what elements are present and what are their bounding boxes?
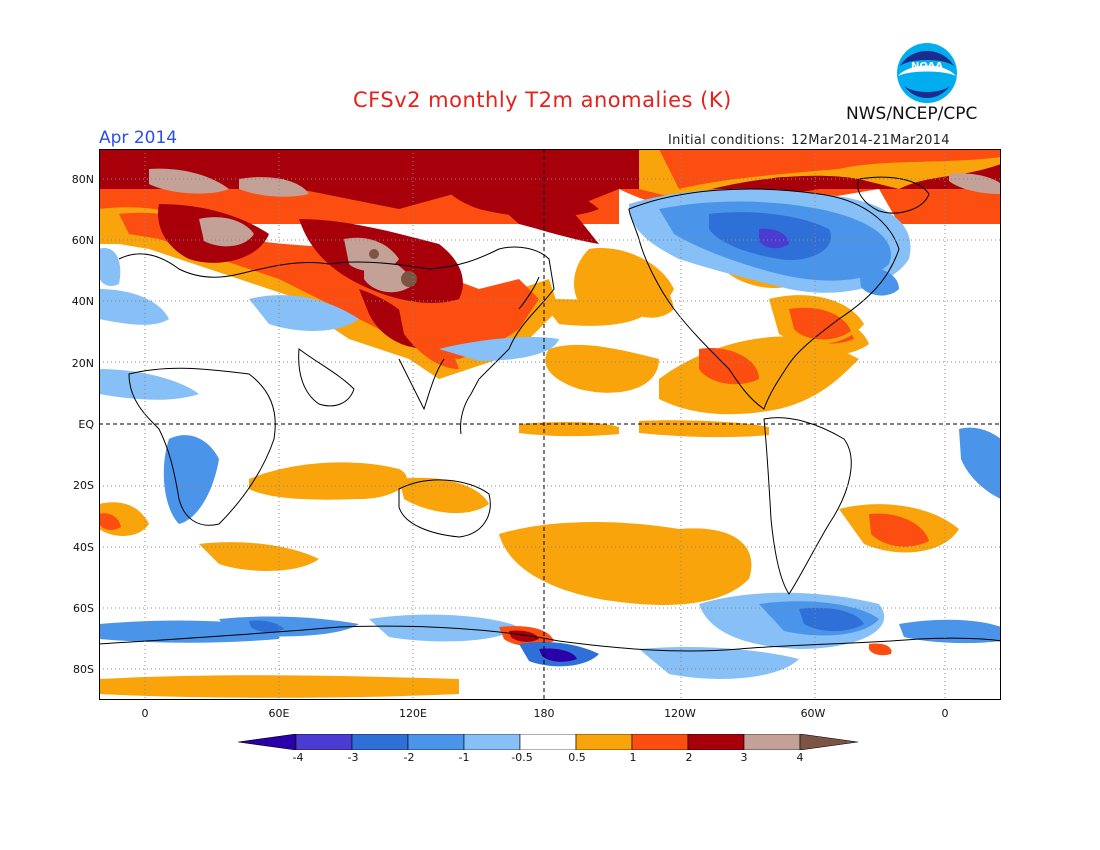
lon-label-180: 180 — [533, 707, 555, 720]
initial-conditions: Initial conditions: 12Mar2014-21Mar2014 — [668, 133, 950, 148]
tropical-cold-anomaly — [99, 248, 1001, 524]
antarctic-anomaly — [99, 592, 1001, 679]
colorbar-segment — [463, 734, 521, 750]
colorbar-segment — [351, 734, 409, 750]
colorbar-segment — [575, 734, 633, 750]
colorbar-label: 1 — [629, 751, 637, 764]
colorbar-label: 2 — [685, 751, 693, 764]
colorbar-label: 0.5 — [568, 751, 586, 764]
map-frame — [99, 149, 1001, 700]
colorbar-label: 3 — [740, 751, 748, 764]
colorbar-label: -2 — [403, 751, 415, 764]
colorbar — [238, 734, 859, 750]
lon-label-120e: 120E — [399, 707, 427, 720]
forecast-month: Apr 2014 — [99, 128, 178, 148]
coastline-australia — [398, 479, 491, 538]
colorbar-segment — [687, 734, 745, 750]
initial-conditions-value: 12Mar2014-21Mar2014 — [791, 133, 950, 148]
coastline-africa — [128, 367, 276, 526]
coastline-india — [398, 358, 445, 411]
logo-text: NOAA — [911, 61, 943, 72]
colorbar-label: -3 — [347, 751, 359, 764]
coastline-arabia — [298, 348, 355, 407]
lon-label-60e: 60E — [268, 707, 290, 720]
coastline-europe-asia — [118, 246, 555, 435]
colorbar-segment — [519, 734, 577, 750]
lat-label-20s: 20S — [73, 479, 94, 492]
coastline-north-america — [628, 188, 900, 410]
lat-label-60s: 60S — [73, 602, 94, 615]
lat-label-40s: 40S — [73, 541, 94, 554]
lon-label-120w: 120W — [664, 707, 696, 720]
lon-label-0-west: 0 — [141, 707, 149, 720]
lon-label-0-east: 0 — [941, 707, 949, 720]
coastline-japan — [518, 276, 540, 310]
colorbar-label: -0.5 — [511, 751, 533, 764]
lat-label-eq: EQ — [78, 418, 94, 431]
lat-label-40n: 40N — [71, 295, 94, 308]
lon-label-60w: 60W — [800, 707, 826, 720]
colorbar-segment — [407, 734, 465, 750]
agency-label: NWS/NCEP/CPC — [846, 104, 978, 124]
coastline-antarctica — [99, 625, 1001, 652]
coastlines — [99, 176, 1001, 652]
colorbar-label: -4 — [292, 751, 304, 764]
lat-label-80s: 80S — [73, 663, 94, 676]
lat-label-80n: 80N — [71, 173, 94, 186]
coastline-south-america — [763, 417, 852, 595]
atlantic-warm-anomaly — [99, 295, 959, 553]
initial-conditions-label: Initial conditions: — [668, 133, 786, 148]
colorbar-label: -1 — [458, 751, 470, 764]
colorbar-segment — [799, 734, 859, 750]
map-title: CFSv2 monthly T2m anomalies (K) — [353, 88, 732, 112]
north-america-cold-anomaly — [629, 188, 911, 296]
lat-label-20n: 20N — [71, 357, 94, 370]
colorbar-segment — [238, 734, 297, 750]
colorbar-label: 4 — [796, 751, 804, 764]
coastline-greenland — [857, 176, 930, 214]
noaa-logo-icon: NOAA — [897, 43, 957, 103]
lat-label-60n: 60N — [71, 234, 94, 247]
colorbar-segment — [743, 734, 801, 750]
colorbar-segment — [631, 734, 689, 750]
anomaly-map — [99, 149, 1001, 700]
colorbar-segment — [295, 734, 353, 750]
